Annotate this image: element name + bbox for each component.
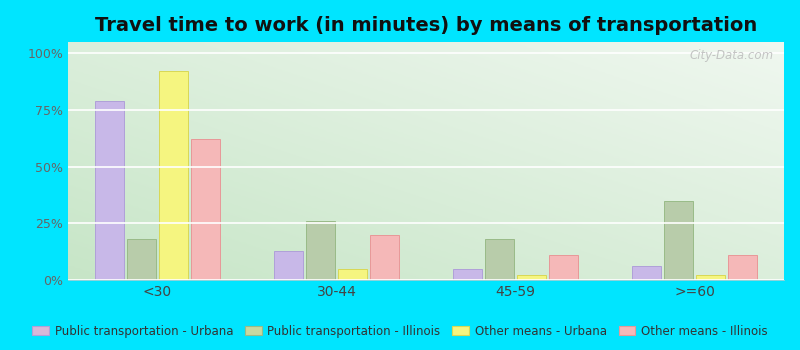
Bar: [453, 269, 482, 280]
Bar: [550, 255, 578, 280]
Bar: [159, 71, 188, 280]
Bar: [191, 139, 220, 280]
Bar: [664, 201, 693, 280]
Bar: [728, 255, 758, 280]
Text: City-Data.com: City-Data.com: [689, 49, 774, 62]
Bar: [338, 269, 367, 280]
Bar: [696, 275, 725, 280]
Bar: [306, 221, 335, 280]
Bar: [94, 101, 124, 280]
Bar: [127, 239, 156, 280]
Bar: [485, 239, 514, 280]
Title: Travel time to work (in minutes) by means of transportation: Travel time to work (in minutes) by mean…: [95, 16, 757, 35]
Bar: [370, 234, 399, 280]
Bar: [274, 251, 302, 280]
Legend: Public transportation - Urbana, Public transportation - Illinois, Other means - : Public transportation - Urbana, Public t…: [27, 320, 773, 342]
Bar: [517, 275, 546, 280]
Bar: [632, 266, 661, 280]
